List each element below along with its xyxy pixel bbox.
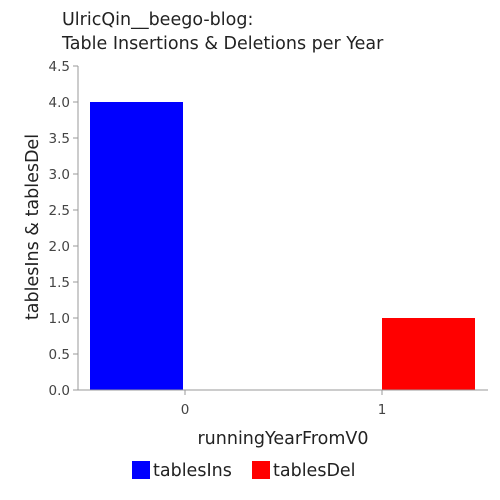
chart-title-line-1: UlricQin__beego-blog: xyxy=(62,10,254,30)
y-tick-label: 1.5 xyxy=(49,275,70,291)
legend: tablesIns tablesDel xyxy=(132,461,356,481)
y-tick-label: 3.0 xyxy=(49,167,70,183)
plot-area xyxy=(90,102,475,390)
y-axis: 0.0 0.5 1.0 1.5 2.0 2.5 3.0 3.5 4.0 4.5 xyxy=(49,59,79,399)
chart-title-line-2: Table Insertions & Deletions per Year xyxy=(62,34,384,54)
y-tick-label: 2.0 xyxy=(49,239,70,255)
legend-label-tablesDel: tablesDel xyxy=(273,461,356,481)
bar-tablesDel-1 xyxy=(382,318,475,390)
y-tick-label: 3.5 xyxy=(49,131,70,147)
x-axis-title: runningYearFromV0 xyxy=(197,429,368,449)
y-tick-label: 0.5 xyxy=(49,347,70,363)
x-tick-label: 0 xyxy=(181,402,190,418)
legend-swatch-tablesIns xyxy=(132,461,150,479)
x-tick-label: 1 xyxy=(378,402,387,418)
y-tick-label: 1.0 xyxy=(49,311,70,327)
y-tick-label: 4.0 xyxy=(49,95,70,111)
chart-title: UlricQin__beego-blog: Table Insertions &… xyxy=(62,8,492,56)
y-tick-label: 4.5 xyxy=(49,59,70,75)
y-tick-label: 2.5 xyxy=(49,203,70,219)
y-axis-title: tablesIns & tablesDel xyxy=(23,134,43,320)
y-tick-label: 0.0 xyxy=(49,383,70,399)
bar-tablesIns-0 xyxy=(90,102,183,390)
legend-label-tablesIns: tablesIns xyxy=(153,461,232,481)
legend-swatch-tablesDel xyxy=(252,461,270,479)
